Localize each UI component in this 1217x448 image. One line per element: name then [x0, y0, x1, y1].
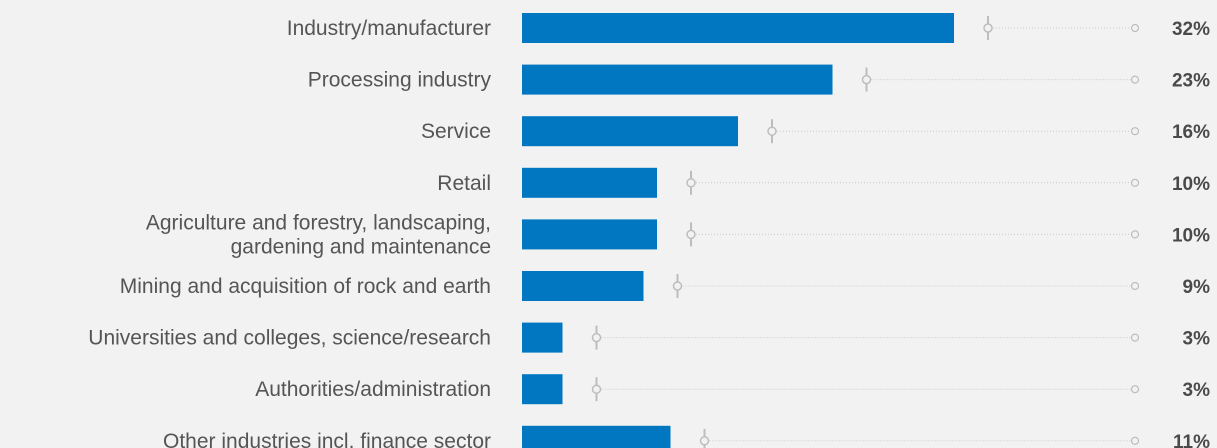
value-label: 23% — [1172, 71, 1210, 92]
value-label: 16% — [1172, 122, 1210, 143]
category-label: Retail — [437, 172, 491, 195]
bar — [522, 64, 833, 95]
category-label: Mining and acquisition of rock and earth — [120, 275, 491, 298]
marker-knob — [767, 126, 777, 136]
line-end-cap — [1130, 127, 1140, 136]
line-end-cap — [1130, 178, 1140, 187]
marker-knob — [591, 384, 602, 394]
line-end-cap — [1130, 333, 1140, 342]
line-end-cap — [1130, 75, 1140, 84]
category-label: Universities and colleges, science/resea… — [88, 327, 491, 350]
category-label: gardening and maintenance — [231, 235, 491, 258]
line-end-cap — [1130, 23, 1140, 33]
bar — [522, 219, 657, 250]
line-end-cap — [1130, 281, 1140, 291]
bar — [522, 374, 563, 405]
value-label: 10% — [1172, 174, 1210, 195]
marker-knob — [686, 229, 696, 240]
line-end-cap — [1130, 230, 1140, 239]
bar — [522, 13, 954, 43]
category-label: Agriculture and forestry, landscaping, — [146, 211, 491, 234]
category-label: Other industries incl. finance sector — [163, 430, 491, 448]
value-label: 32% — [1172, 19, 1210, 40]
bar — [522, 322, 563, 353]
marker-knob — [983, 23, 993, 33]
bar — [522, 167, 657, 198]
line-end-cap — [1130, 385, 1140, 394]
category-label: Service — [421, 120, 491, 143]
marker-knob — [861, 74, 872, 85]
line-end-cap — [1130, 436, 1140, 445]
bar — [522, 116, 738, 147]
category-label: Authorities/administration — [255, 378, 491, 401]
marker-knob — [699, 436, 710, 446]
bar — [522, 425, 671, 448]
value-label: 10% — [1172, 225, 1210, 246]
marker-knob — [672, 281, 683, 291]
value-label: 9% — [1183, 277, 1211, 298]
bar — [522, 271, 644, 301]
value-label: 3% — [1183, 380, 1211, 401]
value-label: 3% — [1183, 329, 1211, 350]
category-label: Processing industry — [308, 69, 492, 92]
marker-knob — [686, 178, 696, 188]
category-label: Industry/manufacturer — [287, 17, 491, 40]
marker-knob — [591, 332, 602, 343]
value-label: 11% — [1173, 432, 1210, 448]
